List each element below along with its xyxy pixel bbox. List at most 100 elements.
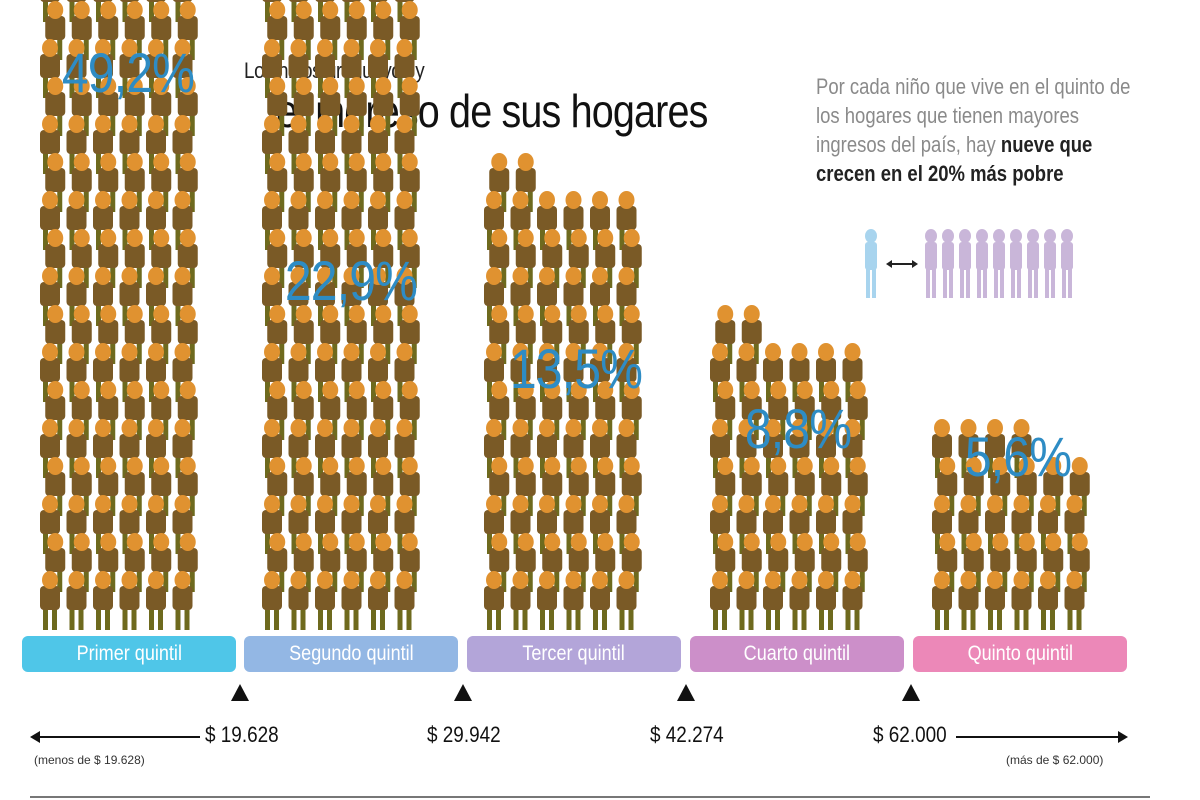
child-figure-icon [510, 571, 531, 630]
child-figure-icon [563, 267, 584, 326]
quintile-label-2: Segundo quintil [244, 636, 458, 672]
child-figure-icon [976, 229, 988, 298]
bar-4 [710, 305, 868, 630]
child-figure-icon [262, 571, 282, 630]
child-figure-icon [293, 381, 314, 440]
quintile-label-4: Cuarto quintil [690, 636, 904, 672]
child-figure-icon [93, 39, 113, 98]
quintile-chart [40, 0, 1090, 630]
bar-2 [262, 0, 420, 630]
child-figure-icon [320, 153, 341, 212]
child-figure-icon [993, 229, 1005, 298]
child-figure-icon [1038, 571, 1058, 630]
threshold-label-2: $ 29.942 [427, 722, 501, 747]
child-figure-icon [510, 419, 531, 478]
child-figure-icon [489, 305, 510, 364]
child-figure-icon [710, 571, 730, 630]
child-figure-icon [959, 229, 971, 298]
child-figure-icon [1011, 571, 1032, 630]
child-figure-icon [98, 305, 119, 364]
child-figure-icon [399, 153, 420, 212]
child-figure-icon [763, 571, 783, 630]
child-figure-icon [958, 571, 979, 630]
child-figure-icon [537, 571, 557, 630]
upper-range-note: (más de $ 62.000) [1006, 753, 1104, 767]
child-figure-icon [172, 571, 193, 630]
child-figure-icon [66, 571, 87, 630]
right-range-arrow [956, 731, 1128, 743]
child-figure-icon [93, 571, 113, 630]
child-figure-icon [45, 77, 66, 136]
child-figure-icon [715, 305, 736, 364]
child-figure-icon [341, 115, 362, 174]
child-figure-icon [515, 229, 536, 288]
child-figure-icon [985, 571, 1005, 630]
child-figure-icon [563, 571, 584, 630]
child-figure-icon [616, 571, 637, 630]
child-figure-icon [172, 343, 193, 402]
child-figure-icon [320, 305, 341, 364]
child-figure-icon [1027, 229, 1039, 298]
threshold-label-3: $ 42.274 [650, 722, 724, 747]
child-figure-icon [515, 457, 536, 516]
ratio-legend [865, 229, 1073, 298]
child-figure-icon [262, 191, 282, 250]
child-figure-icon [1011, 495, 1032, 554]
child-figure-icon [789, 571, 810, 630]
child-figure-icon [119, 267, 140, 326]
child-figure-icon [794, 457, 815, 516]
child-figure-icon [1064, 571, 1085, 630]
child-figure-icon [932, 571, 952, 630]
child-figure-icon [925, 229, 937, 298]
child-figure-icon [119, 571, 140, 630]
child-figure-icon [1010, 229, 1022, 298]
value-label-q4: 8,8% [744, 397, 852, 460]
child-figure-icon [124, 77, 145, 136]
child-figure-icon [40, 571, 60, 630]
child-figure-icon [288, 571, 309, 630]
child-figure-icon [1044, 229, 1056, 298]
child-figure-icon [715, 457, 736, 516]
child-figure-icon [842, 571, 863, 630]
child-figure-icon [71, 533, 92, 592]
quintile-label-3: Tercer quintil [467, 636, 681, 672]
child-figure-icon [124, 533, 145, 592]
child-figure-icon [320, 77, 341, 136]
left-range-arrow [30, 731, 200, 743]
child-figure-icon [741, 381, 762, 440]
child-figure-icon [942, 229, 954, 298]
child-figure-icon [341, 39, 362, 98]
threshold-marker-2 [454, 684, 472, 701]
child-figure-icon [146, 571, 166, 630]
child-figure-icon [288, 267, 309, 326]
bar-1 [40, 0, 198, 630]
quintile-label-1: Primer quintil [22, 636, 236, 672]
child-figure-icon [484, 419, 504, 478]
child-figure-icon [341, 571, 362, 630]
threshold-marker-1 [231, 684, 249, 701]
bar-3 [484, 153, 642, 630]
child-figure-icon [736, 571, 757, 630]
child-figure-icon [368, 495, 388, 554]
threshold-label-4: $ 62.000 [873, 722, 947, 747]
child-figure-icon [315, 571, 335, 630]
child-figure-icon [932, 495, 952, 554]
child-figure-icon [590, 267, 610, 326]
child-figure-icon [1061, 229, 1073, 298]
child-figure-icon [146, 495, 166, 554]
child-figure-icon [177, 153, 198, 212]
threshold-marker-3 [677, 684, 695, 701]
child-figure-icon [71, 305, 92, 364]
threshold-marker-4 [902, 684, 920, 701]
child-figure-icon [816, 571, 836, 630]
child-figure-icon [394, 267, 415, 326]
value-label-q5: 5,6% [964, 425, 1072, 488]
child-figure-icon [315, 343, 335, 402]
child-figure-icon [484, 571, 504, 630]
value-label-q2: 22,9% [284, 249, 418, 312]
child-figure-icon [590, 571, 610, 630]
bar-5 [932, 419, 1090, 630]
child-figure-icon [315, 419, 335, 478]
child-figure-icon [794, 533, 815, 592]
child-figure-icon [865, 229, 877, 298]
